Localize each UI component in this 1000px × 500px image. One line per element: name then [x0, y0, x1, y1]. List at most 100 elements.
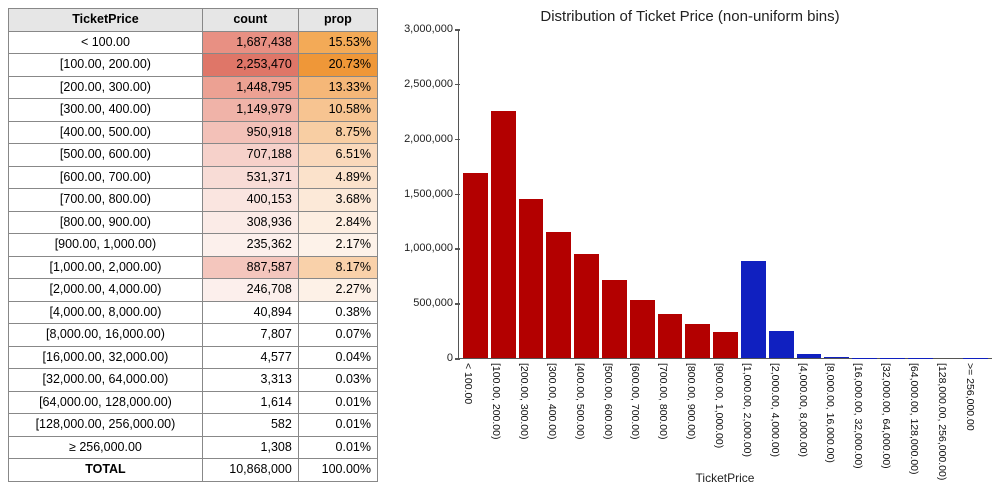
- chart-x-label: [1,000.00, 2,000.00): [741, 363, 753, 457]
- cell-ticketprice: [600.00, 700.00): [9, 166, 203, 189]
- table-row: [1,000.00, 2,000.00)887,5878.17%: [9, 256, 378, 279]
- cell-prop: 0.01%: [298, 436, 377, 459]
- chart-x-label: [500.00, 600.00): [602, 363, 614, 439]
- chart-x-label-slot: [600.00, 700.00): [629, 359, 654, 479]
- cell-count: 707,188: [202, 144, 298, 167]
- cell-prop: 0.38%: [298, 301, 377, 324]
- chart-x-label-slot: [900.00, 1,000.00): [713, 359, 738, 479]
- cell-prop: 0.01%: [298, 391, 377, 414]
- chart-bar-slot: [574, 29, 599, 358]
- table-row: [128,000.00, 256,000.00)5820.01%: [9, 414, 378, 437]
- cell-ticketprice: [128,000.00, 256,000.00): [9, 414, 203, 437]
- cell-ticketprice: [8,000.00, 16,000.00): [9, 324, 203, 347]
- cell-count: 235,362: [202, 234, 298, 257]
- chart-x-label-slot: [4,000.00, 8,000.00): [796, 359, 821, 479]
- chart-bar-slot: [519, 29, 544, 358]
- chart-x-label: [600.00, 700.00): [629, 363, 641, 439]
- cell-ticketprice: [4,000.00, 8,000.00): [9, 301, 203, 324]
- chart-bar: [852, 358, 877, 359]
- table-row: < 100.001,687,43815.53%: [9, 31, 378, 54]
- chart-x-label-slot: [128,000.00, 256,000.00): [935, 359, 960, 479]
- cell-count: 1,614: [202, 391, 298, 414]
- chart-x-label: [300.00, 400.00): [546, 363, 558, 439]
- chart-y-tick: 2,500,000: [404, 78, 459, 90]
- chart-x-label: [32,000.00, 64,000.00): [880, 363, 892, 469]
- cell-count: 1,308: [202, 436, 298, 459]
- cell-ticketprice: ≥ 256,000.00: [9, 436, 203, 459]
- chart-bar-slot: [658, 29, 683, 358]
- chart-x-label-slot: [64,000.00, 128,000.00): [908, 359, 933, 479]
- chart-x-label-slot: [2,000.00, 4,000.00): [768, 359, 793, 479]
- cell-prop: 4.89%: [298, 166, 377, 189]
- col-header-prop: prop: [298, 9, 377, 32]
- ticket-price-histogram: Distribution of Ticket Price (non-unifor…: [388, 8, 992, 488]
- cell-ticketprice: [700.00, 800.00): [9, 189, 203, 212]
- ticket-price-table-container: TicketPrice count prop < 100.001,687,438…: [8, 8, 378, 492]
- cell-ticketprice: [800.00, 900.00): [9, 211, 203, 234]
- cell-prop: 6.51%: [298, 144, 377, 167]
- chart-x-label-slot: [700.00, 800.00): [657, 359, 682, 479]
- chart-bar-slot: [824, 29, 849, 358]
- cell-count: 246,708: [202, 279, 298, 302]
- chart-x-label-slot: [500.00, 600.00): [601, 359, 626, 479]
- chart-y-tick: 500,000: [413, 297, 459, 309]
- cell-ticketprice: [1,000.00, 2,000.00): [9, 256, 203, 279]
- cell-prop: 0.04%: [298, 346, 377, 369]
- chart-bar: [463, 173, 488, 358]
- table-row: [800.00, 900.00)308,9362.84%: [9, 211, 378, 234]
- chart-y-tick: 3,000,000: [404, 23, 459, 35]
- chart-x-label: [200.00, 300.00): [518, 363, 530, 439]
- cell-prop: 2.27%: [298, 279, 377, 302]
- cell-prop: 10.58%: [298, 99, 377, 122]
- chart-x-label-slot: < 100.00: [462, 359, 487, 479]
- chart-x-label: [400.00, 500.00): [574, 363, 586, 439]
- cell-count: 7,807: [202, 324, 298, 347]
- chart-bar-slot: [797, 29, 822, 358]
- chart-y-tick: 1,500,000: [404, 188, 459, 200]
- table-row: [400.00, 500.00)950,9188.75%: [9, 121, 378, 144]
- cell-total-count: 10,868,000: [202, 459, 298, 482]
- chart-x-label: [8,000.00, 16,000.00): [824, 363, 836, 463]
- chart-x-label-slot: [300.00, 400.00): [546, 359, 571, 479]
- chart-title: Distribution of Ticket Price (non-unifor…: [388, 8, 992, 25]
- chart-plot-area: 0500,0001,000,0001,500,0002,000,0002,500…: [458, 29, 992, 359]
- cell-count: 1,687,438: [202, 31, 298, 54]
- chart-x-label-slot: [1,000.00, 2,000.00): [740, 359, 765, 479]
- cell-prop: 0.07%: [298, 324, 377, 347]
- table-row: [200.00, 300.00)1,448,79513.33%: [9, 76, 378, 99]
- cell-count: 887,587: [202, 256, 298, 279]
- chart-bar: [602, 280, 627, 358]
- chart-bar-slot: [963, 29, 988, 358]
- cell-ticketprice: [400.00, 500.00): [9, 121, 203, 144]
- chart-bar: [741, 261, 766, 358]
- table-header-row: TicketPrice count prop: [9, 9, 378, 32]
- chart-bar: [630, 300, 655, 358]
- cell-prop: 2.84%: [298, 211, 377, 234]
- cell-ticketprice: [16,000.00, 32,000.00): [9, 346, 203, 369]
- chart-x-label: [128,000.00, 256,000.00): [936, 363, 948, 480]
- chart-x-label: [2,000.00, 4,000.00): [769, 363, 781, 457]
- cell-ticketprice: [300.00, 400.00): [9, 99, 203, 122]
- ticket-price-table: TicketPrice count prop < 100.001,687,438…: [8, 8, 378, 482]
- chart-bar-slot: [602, 29, 627, 358]
- chart-bar-slot: [630, 29, 655, 358]
- chart-bars: [459, 29, 992, 358]
- chart-x-label: [900.00, 1,000.00): [713, 363, 725, 448]
- chart-x-label: < 100.00: [462, 363, 474, 404]
- chart-x-label: [4,000.00, 8,000.00): [797, 363, 809, 457]
- chart-bar: [574, 254, 599, 358]
- col-header-count: count: [202, 9, 298, 32]
- cell-prop: 15.53%: [298, 31, 377, 54]
- cell-ticketprice: [200.00, 300.00): [9, 76, 203, 99]
- chart-bar: [824, 357, 849, 358]
- chart-y-tick: 2,000,000: [404, 133, 459, 145]
- chart-x-label-slot: [8,000.00, 16,000.00): [824, 359, 849, 479]
- chart-bar-slot: [713, 29, 738, 358]
- chart-bar-slot: [491, 29, 516, 358]
- chart-x-label: [64,000.00, 128,000.00): [908, 363, 920, 475]
- cell-count: 40,894: [202, 301, 298, 324]
- chart-bar: [491, 111, 516, 358]
- cell-prop: 0.03%: [298, 369, 377, 392]
- chart-x-labels: < 100.00[100.00, 200.00)[200.00, 300.00)…: [458, 359, 992, 479]
- table-row: [64,000.00, 128,000.00)1,6140.01%: [9, 391, 378, 414]
